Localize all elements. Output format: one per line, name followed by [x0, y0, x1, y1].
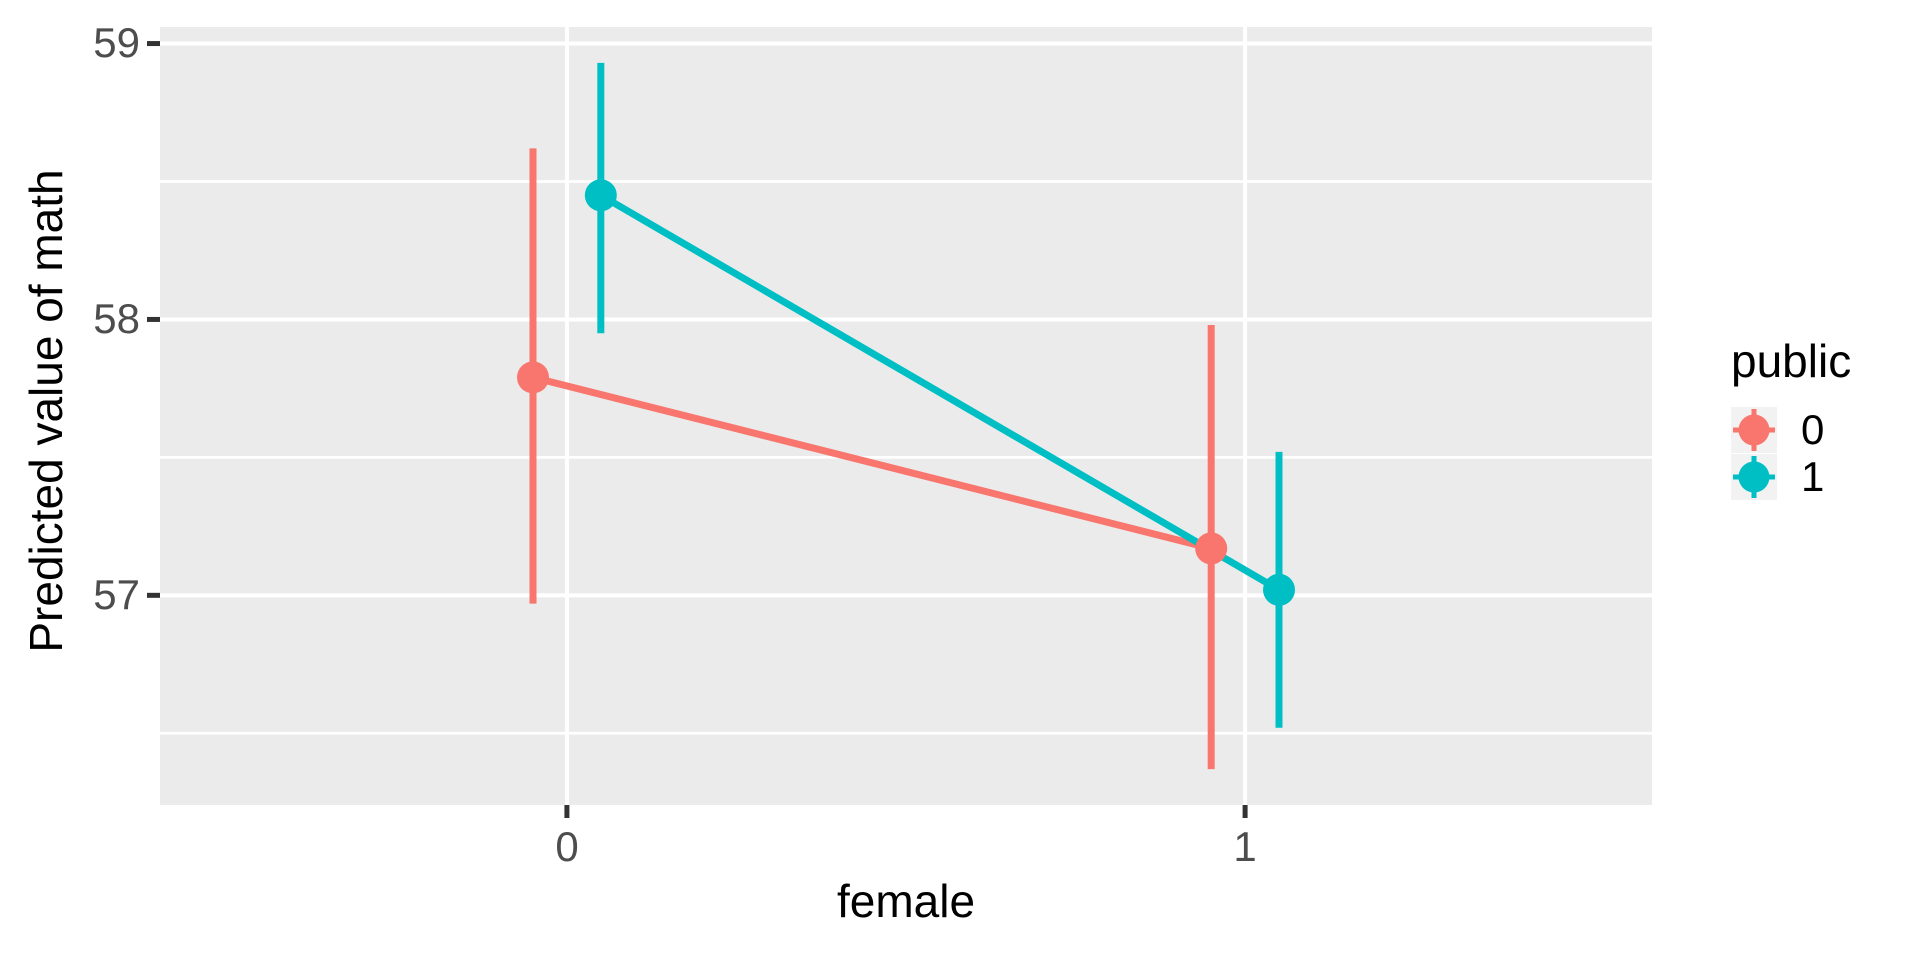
legend-label-1: 1	[1801, 453, 1825, 500]
legend-label-0: 0	[1801, 406, 1825, 453]
legend-key-0	[1731, 407, 1777, 453]
legend-key-1	[1731, 454, 1777, 500]
legend-glyph-0	[1733, 409, 1775, 451]
y-axis-title: Predicted value of math	[20, 169, 72, 653]
x-tick-label-1: 1	[1233, 823, 1257, 870]
data-point	[1195, 532, 1228, 565]
y-tick-label-59: 59	[93, 19, 140, 66]
y-tick-label-58: 58	[93, 295, 140, 342]
legend-point-icon	[1738, 414, 1770, 446]
data-point	[584, 179, 617, 212]
panel-background	[160, 27, 1652, 805]
x-tick-label-0: 0	[555, 823, 579, 870]
legend-glyph-1	[1733, 456, 1775, 498]
data-point	[517, 361, 549, 394]
legend-point-icon	[1738, 461, 1770, 493]
legend-title: public	[1731, 335, 1852, 387]
data-point	[1263, 573, 1295, 606]
y-tick-label-57: 57	[93, 571, 140, 618]
series-line	[599, 192, 1281, 593]
series-line	[532, 373, 1213, 552]
x-axis-title: female	[836, 875, 976, 927]
